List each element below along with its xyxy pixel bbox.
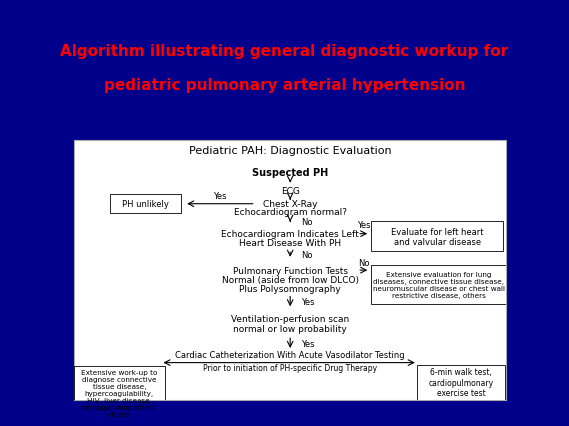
Text: Echocardiogram Indicates Left: Echocardiogram Indicates Left	[221, 230, 359, 239]
Text: Evaluate for left heart
and valvular disease: Evaluate for left heart and valvular dis…	[391, 227, 484, 246]
Text: Heart Disease With PH: Heart Disease With PH	[239, 239, 341, 248]
FancyBboxPatch shape	[417, 365, 505, 400]
FancyBboxPatch shape	[74, 366, 165, 419]
Text: Suspected PH: Suspected PH	[252, 168, 328, 178]
Text: No: No	[358, 258, 369, 267]
Text: pediatric pulmonary arterial hypertension: pediatric pulmonary arterial hypertensio…	[104, 78, 465, 93]
Text: Prior to initiation of PH-specific Drug Therapy: Prior to initiation of PH-specific Drug …	[203, 363, 377, 372]
FancyBboxPatch shape	[372, 265, 505, 304]
Text: Plus Polysomnography: Plus Polysomnography	[240, 284, 341, 293]
FancyBboxPatch shape	[372, 222, 503, 252]
Text: No: No	[301, 217, 312, 226]
Text: Algorithm illustrating general diagnostic workup for: Algorithm illustrating general diagnosti…	[60, 43, 509, 59]
Text: Yes: Yes	[213, 192, 226, 201]
Text: Ventilation-perfusion scan: Ventilation-perfusion scan	[231, 314, 349, 323]
Text: Extensive evaluation for lung
diseases, connective tissue disease,
neuromuscular: Extensive evaluation for lung diseases, …	[373, 271, 505, 298]
Text: Extensive work-up to
diagnose connective
tissue disease,
hypercoagulability,
HIV: Extensive work-up to diagnose connective…	[81, 368, 158, 417]
Text: normal or low probability: normal or low probability	[233, 325, 347, 334]
Text: Chest X-Ray: Chest X-Ray	[263, 200, 318, 209]
Text: Yes: Yes	[301, 297, 315, 306]
Text: ECG: ECG	[281, 187, 300, 196]
Text: Pediatric PAH: Diagnostic Evaluation: Pediatric PAH: Diagnostic Evaluation	[189, 146, 391, 156]
Text: PH unlikely: PH unlikely	[122, 200, 169, 209]
Text: Yes: Yes	[357, 221, 370, 230]
Text: Yes: Yes	[301, 339, 315, 348]
Text: Echocardiogram normal?: Echocardiogram normal?	[234, 207, 347, 216]
Text: Pulmonary Function Tests: Pulmonary Function Tests	[233, 266, 348, 275]
FancyBboxPatch shape	[110, 195, 181, 214]
Text: Normal (aside from low DLCO): Normal (aside from low DLCO)	[222, 275, 358, 284]
Text: 6-min walk test,
cardiopulmonary
exercise test: 6-min walk test, cardiopulmonary exercis…	[428, 367, 493, 397]
Text: Cardiac Catheterization With Acute Vasodilator Testing: Cardiac Catheterization With Acute Vasod…	[175, 351, 405, 360]
Text: No: No	[301, 250, 312, 259]
